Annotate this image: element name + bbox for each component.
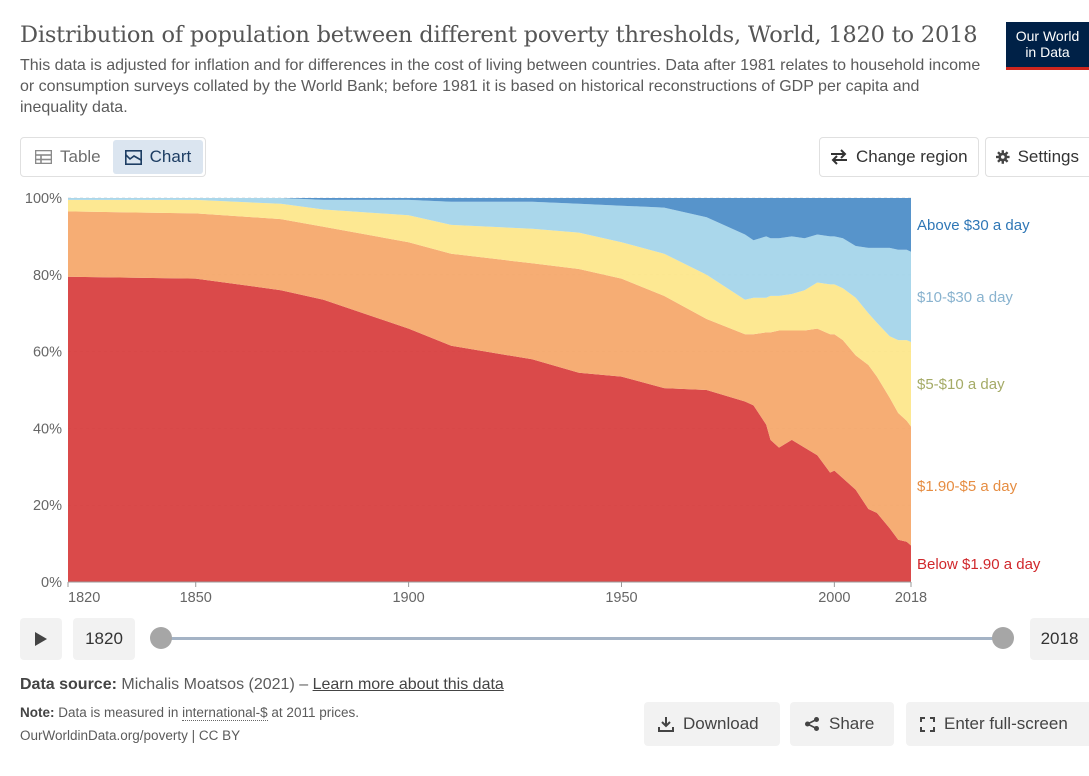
download-button[interactable]: Download xyxy=(644,702,780,746)
swap-arrows-icon xyxy=(831,149,847,165)
download-label: Download xyxy=(683,714,759,733)
note-text-a: Data is measured in xyxy=(58,705,179,720)
y-tick-label: 80% xyxy=(33,268,62,284)
y-tick-label: 60% xyxy=(33,345,62,361)
x-tick-label: 2018 xyxy=(895,590,927,606)
source-text: Michalis Moatsos (2021) – xyxy=(121,676,309,693)
logo-line-2: in Data xyxy=(1025,44,1070,60)
share-icon xyxy=(805,717,819,731)
y-tick-label: 100% xyxy=(25,191,62,207)
x-axis: 1820 1850 1900 1950 2000 2018 xyxy=(67,581,927,606)
play-button[interactable] xyxy=(20,618,62,660)
y-tick-label: 20% xyxy=(33,498,62,514)
tab-table-label: Table xyxy=(60,147,101,166)
fullscreen-button[interactable]: Enter full-screen xyxy=(906,702,1089,746)
stacked-area-chart: 0% 20% 40% 60% 80% 100% 1820 1850 1900 1950 2000 2… xyxy=(25,191,1041,606)
gear-icon xyxy=(996,150,1010,164)
chart-areas xyxy=(68,198,911,582)
chart-note: Note: Data is measured in international-… xyxy=(20,705,359,721)
note-label: Note: xyxy=(20,705,55,720)
table-icon xyxy=(35,150,52,164)
source-label: Data source: xyxy=(20,676,117,693)
play-icon xyxy=(35,632,47,646)
note-text-b: at 2011 prices. xyxy=(271,705,359,720)
legend-label[interactable]: $5-$10 a day xyxy=(917,376,1005,393)
y-tick-label: 40% xyxy=(33,421,62,437)
download-icon xyxy=(658,717,674,732)
area-series[interactable] xyxy=(68,276,911,582)
x-tick-label: 1850 xyxy=(180,590,212,606)
change-region-label: Change region xyxy=(856,147,968,166)
owid-logo[interactable]: Our World in Data xyxy=(1006,22,1089,70)
area-series[interactable] xyxy=(68,198,911,342)
x-tick-label: 2000 xyxy=(818,590,850,606)
timeline-start-handle[interactable] xyxy=(150,627,172,649)
change-region-button[interactable]: Change region xyxy=(819,137,979,177)
y-axis: 0% 20% 40% 60% 80% 100% xyxy=(25,191,62,591)
chart-legend: Below $1.90 a day $1.90-$5 a day $5-$10 a … xyxy=(917,217,1041,573)
tab-chart[interactable]: Chart xyxy=(112,140,204,174)
timeline-end-handle[interactable] xyxy=(992,627,1014,649)
timeline: 1820 2018 xyxy=(0,615,1089,661)
fullscreen-label: Enter full-screen xyxy=(944,714,1068,733)
international-dollar-link[interactable]: international-$ xyxy=(182,705,268,721)
area-series[interactable] xyxy=(68,199,911,427)
timeline-track[interactable] xyxy=(161,637,1003,640)
y-tick-label: 0% xyxy=(41,575,62,591)
legend-label[interactable]: $1.90-$5 a day xyxy=(917,478,1018,495)
learn-more-link[interactable]: Learn more about this data xyxy=(312,676,504,693)
area-series[interactable] xyxy=(68,211,911,546)
legend-label[interactable]: Below $1.90 a day xyxy=(917,556,1041,573)
data-source: Data source: Michalis Moatsos (2021) – L… xyxy=(20,676,504,694)
timeline-start-year: 1820 xyxy=(73,618,135,660)
chart-icon xyxy=(124,149,142,165)
settings-button[interactable]: Settings xyxy=(985,137,1089,177)
x-tick-label: 1900 xyxy=(392,590,424,606)
fullscreen-icon xyxy=(920,716,935,732)
area-series[interactable] xyxy=(68,198,911,252)
tab-chart-label: Chart xyxy=(149,147,192,166)
settings-label: Settings xyxy=(1017,147,1079,166)
logo-line-1: Our World xyxy=(1015,28,1080,44)
tab-table[interactable]: Table xyxy=(23,140,113,174)
view-tabs: Table Chart xyxy=(20,137,207,177)
chart-title: Distribution of population between diffe… xyxy=(20,22,978,48)
legend-label[interactable]: Above $30 a day xyxy=(917,217,1030,234)
chart-subtitle: This data is adjusted for inflation and … xyxy=(20,57,981,116)
timeline-end-year: 2018 xyxy=(1030,618,1089,660)
share-label: Share xyxy=(829,714,875,733)
source-url[interactable]: OurWorldinData.org/poverty | CC BY xyxy=(20,728,241,743)
x-tick-label: 1820 xyxy=(68,590,100,606)
share-button[interactable]: Share xyxy=(790,702,894,746)
x-tick-label: 1950 xyxy=(605,590,637,606)
legend-label[interactable]: $10-$30 a day xyxy=(917,289,1013,306)
